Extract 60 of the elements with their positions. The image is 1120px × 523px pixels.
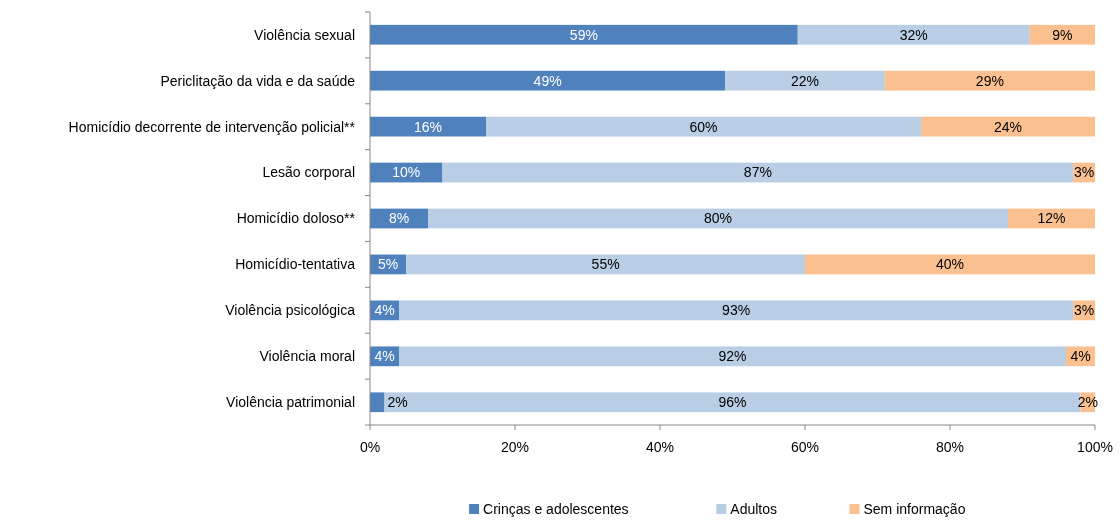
legend-label: Sem informação	[863, 500, 966, 517]
data-label: 12%	[1037, 210, 1066, 227]
y-tick-label: Homicídio-tentativa	[235, 256, 356, 273]
data-label: 9%	[1052, 26, 1073, 43]
bar	[725, 70, 885, 91]
legend-label: Crinças e adolescentes	[483, 500, 629, 517]
data-label: 24%	[993, 118, 1023, 135]
data-label: 8%	[388, 210, 410, 227]
data-label: 40%	[935, 256, 965, 273]
data-label: 2%	[387, 394, 408, 411]
data-label: 55%	[591, 256, 620, 273]
bar	[805, 254, 1095, 275]
bar	[442, 162, 1074, 183]
x-tick-label: 100%	[1077, 438, 1113, 455]
data-label: 87%	[743, 164, 772, 181]
y-tick-label: Lesão corporal	[262, 164, 355, 181]
x-tick-label: 20%	[500, 438, 530, 455]
data-label: 49%	[533, 72, 562, 89]
data-label: 22%	[790, 72, 820, 89]
bar	[399, 300, 1074, 321]
data-label: 3%	[1074, 164, 1095, 181]
data-label: 93%	[722, 302, 751, 319]
y-tick-label: Periclitação da vida e da saúde	[160, 72, 356, 89]
y-tick-label: Violência psicológica	[225, 302, 356, 319]
bar	[399, 346, 1066, 367]
bar	[884, 70, 1095, 91]
bar	[370, 70, 726, 91]
x-tick-label: 80%	[935, 438, 965, 455]
y-tick-label: Violência moral	[259, 348, 355, 365]
bar	[406, 254, 805, 275]
data-label: 96%	[718, 394, 747, 411]
y-tick-label: Violência patrimonial	[226, 394, 355, 411]
bar	[428, 208, 1008, 229]
data-label: 80%	[703, 210, 733, 227]
data-label: 29%	[975, 72, 1004, 89]
bar	[797, 24, 1030, 45]
y-tick-label: Homicídio decorrente de intervenção policial**	[68, 118, 356, 135]
x-tick-label: 0%	[359, 438, 381, 455]
legend-label: Adultos	[730, 500, 777, 517]
data-label: 2%	[1077, 394, 1098, 411]
data-label: 3%	[1074, 302, 1095, 319]
data-label: 92%	[718, 348, 747, 365]
bar	[1029, 24, 1095, 45]
bar	[370, 392, 385, 413]
data-label: 4%	[374, 348, 395, 365]
y-tick-label: Violência sexual	[254, 26, 355, 43]
data-label: 16%	[413, 118, 443, 135]
data-label: 60%	[689, 118, 718, 135]
bar	[921, 116, 1095, 137]
data-label: 4%	[1070, 348, 1091, 365]
data-label: 59%	[569, 26, 598, 43]
data-label: 32%	[899, 26, 928, 43]
data-label: 10%	[392, 164, 421, 181]
data-label: 4%	[374, 302, 395, 319]
bar	[370, 24, 798, 45]
bar	[486, 116, 921, 137]
x-tick-label: 40%	[645, 438, 675, 455]
data-label: 5%	[378, 256, 399, 273]
x-tick-label: 60%	[790, 438, 820, 455]
y-tick-label: Homicídio doloso**	[236, 210, 356, 227]
